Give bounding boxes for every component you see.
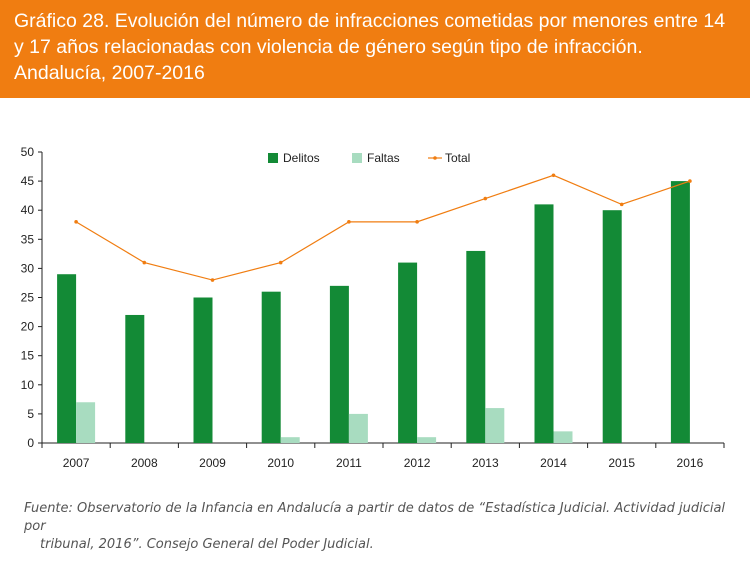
point-total [551, 173, 556, 178]
bar-delitos [329, 285, 349, 443]
bar-delitos [670, 181, 690, 443]
bar-faltas [485, 408, 505, 443]
y-tick-label: 50 [21, 145, 35, 159]
header-banner: Gráfico 28. Evolución del número de infr… [0, 0, 750, 98]
x-tick-label: 2011 [336, 456, 362, 470]
y-tick-label: 45 [21, 174, 35, 188]
x-tick-label: 2012 [404, 456, 431, 470]
legend-swatch-faltas [352, 153, 362, 163]
point-total [142, 260, 147, 265]
point-total [74, 220, 78, 224]
bar-delitos [125, 314, 145, 443]
bar-line-chart: 0 5 10 15 20 25 30 35 40 45 50 2007 2008 2009 2010 2011… [21, 145, 725, 470]
bar-delitos [602, 210, 622, 443]
y-tick-label: 5 [27, 407, 34, 421]
x-tick-label: 2015 [608, 456, 635, 470]
bar-delitos [193, 297, 213, 443]
bar-faltas [76, 402, 96, 443]
bar-delitos [57, 274, 77, 443]
point-total [619, 202, 624, 207]
x-tick-label: 2009 [199, 456, 226, 470]
y-tick-label: 15 [21, 349, 35, 363]
y-tick-label: 30 [21, 261, 35, 275]
x-tick-label: 2014 [540, 456, 567, 470]
chart-title: Gráfico 28. Evolución del número de infr… [14, 10, 726, 84]
bar-faltas [280, 437, 300, 443]
point-total [483, 196, 488, 201]
legend-label-faltas: Faltas [367, 151, 400, 165]
bar-delitos [261, 291, 281, 443]
x-tick-label: 2008 [131, 456, 158, 470]
y-tick-label: 35 [21, 232, 35, 246]
y-tick-label: 25 [21, 291, 35, 305]
legend-marker-total [433, 156, 437, 160]
bar-faltas [553, 431, 573, 443]
source-note: Fuente: Observatorio de la Infancia en A… [24, 500, 734, 554]
y-tick-label: 20 [21, 320, 35, 334]
bar-delitos [466, 250, 486, 443]
point-total [347, 220, 351, 224]
x-tick-label: 2010 [267, 456, 294, 470]
y-tick-label: 10 [21, 378, 35, 392]
legend-label-delitos: Delitos [283, 151, 320, 165]
x-tick-label: 2016 [677, 456, 704, 470]
y-tick-label: 0 [27, 436, 34, 450]
bar-faltas [348, 413, 368, 443]
point-total [415, 220, 419, 224]
bar-delitos [398, 262, 418, 443]
line-total [75, 174, 691, 281]
legend-swatch-delitos [268, 153, 278, 163]
legend-label-total: Total [445, 151, 470, 165]
bar-faltas [417, 437, 437, 443]
x-tick-label: 2013 [472, 456, 499, 470]
point-total [210, 278, 215, 282]
x-tick-label: 2007 [63, 456, 90, 470]
source-line-2: tribunal, 2016”. Consejo General del Pod… [40, 537, 374, 552]
point-total [278, 260, 283, 265]
bar-delitos [534, 204, 554, 443]
chart-area: 0 5 10 15 20 25 30 35 40 45 50 2007 2008 2009 2010 2011… [0, 140, 750, 480]
y-tick-label: 40 [21, 203, 35, 217]
point-total [688, 179, 692, 183]
source-line-1: Fuente: Observatorio de la Infancia en A… [24, 501, 726, 534]
